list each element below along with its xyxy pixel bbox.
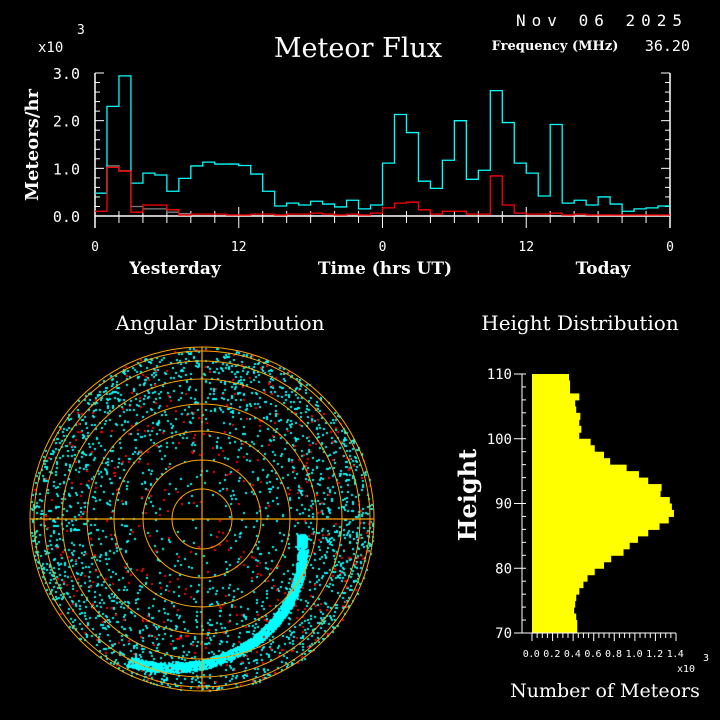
height-bar xyxy=(532,626,578,634)
height-bar xyxy=(532,477,649,485)
height-bar xyxy=(532,386,571,394)
height-bar xyxy=(532,451,604,459)
height-bar xyxy=(532,561,604,569)
height-bar xyxy=(532,555,612,563)
y-axis-label: Meteors/hr xyxy=(22,89,43,201)
meteors-axis-label: Number of Meteors xyxy=(510,680,700,702)
height-bar xyxy=(532,419,580,427)
height-bar xyxy=(532,412,581,420)
y-tick-label: 3.0 xyxy=(53,65,80,83)
height-bar xyxy=(532,509,674,517)
height-bar xyxy=(532,399,576,407)
x-tick-label: 12 xyxy=(231,240,247,255)
height-x-tick-label: 1.4 xyxy=(667,649,684,660)
height-bar xyxy=(532,484,662,492)
height-title: Height Distribution xyxy=(481,311,679,335)
height-bar xyxy=(532,548,624,556)
height-bar xyxy=(532,522,660,530)
height-bar xyxy=(532,574,588,582)
height-bar xyxy=(532,445,595,453)
height-bar xyxy=(532,568,595,576)
y-tick-label: 0.0 xyxy=(53,208,80,226)
height-y-tick-label: 80 xyxy=(495,561,512,577)
angular-title: Angular Distribution xyxy=(115,311,325,335)
y-tick-label: 1.0 xyxy=(53,160,80,178)
height-bar xyxy=(532,542,630,550)
height-x-multiplier-exponent: 3 xyxy=(703,653,709,664)
height-bar xyxy=(532,425,582,433)
height-bar xyxy=(532,581,584,589)
height-bar xyxy=(532,464,627,472)
height-y-tick-label: 90 xyxy=(495,497,512,513)
x-tick-label: 0 xyxy=(666,240,674,255)
height-bar xyxy=(532,471,639,479)
frequency-label: Frequency (MHz) xyxy=(492,39,619,54)
height-bar xyxy=(532,497,670,504)
frequency-value: 36.20 xyxy=(645,37,690,55)
height-bar xyxy=(532,607,575,615)
height-bar xyxy=(532,458,611,466)
height-x-tick-label: 0.2 xyxy=(543,649,560,660)
x-group-today: Today xyxy=(576,259,632,279)
height-x-tick-label: 0.8 xyxy=(605,649,622,660)
height-bar xyxy=(532,600,576,608)
height-bar xyxy=(532,535,638,543)
x-axis-label: Time (hrs UT) xyxy=(318,259,452,279)
x-tick-label: 0 xyxy=(379,240,387,255)
height-x-multiplier: x10 xyxy=(677,664,695,675)
height-bar xyxy=(532,393,580,401)
height-axis-label: Height xyxy=(453,449,482,541)
height-bar xyxy=(532,529,649,537)
flux-series-line-1 xyxy=(95,166,670,216)
height-bar xyxy=(532,380,571,388)
x-tick-label: 12 xyxy=(518,240,534,255)
height-y-tick-label: 110 xyxy=(487,367,512,383)
flux-series-line-0 xyxy=(95,75,670,212)
height-x-tick-label: 1.0 xyxy=(626,649,643,660)
height-bar xyxy=(532,620,578,628)
height-bar xyxy=(532,613,577,621)
x-group-yesterday: Yesterday xyxy=(128,259,222,279)
height-x-tick-label: 0.4 xyxy=(564,649,581,660)
x-tick-label: 0 xyxy=(91,240,99,255)
height-bar xyxy=(532,503,672,511)
height-bar xyxy=(532,594,577,602)
height-bar xyxy=(532,374,570,381)
height-x-tick-label: 0.0 xyxy=(523,649,540,660)
y-tick-label: 2.0 xyxy=(53,113,80,131)
height-bar xyxy=(532,406,577,414)
height-bar xyxy=(532,516,669,524)
flux-title: Meteor Flux xyxy=(274,33,442,64)
y-multiplier: x10 xyxy=(38,40,63,56)
height-bar xyxy=(532,490,661,498)
height-y-tick-label: 70 xyxy=(495,626,512,642)
height-y-tick-label: 100 xyxy=(487,432,512,448)
y-multiplier-exponent: 3 xyxy=(77,23,85,38)
date-label: Nov 06 2025 xyxy=(516,11,688,30)
height-x-tick-label: 1.2 xyxy=(646,649,663,660)
height-x-tick-label: 0.6 xyxy=(584,649,601,660)
height-bar xyxy=(532,587,580,595)
height-bar xyxy=(532,438,591,446)
height-bar xyxy=(532,432,580,440)
